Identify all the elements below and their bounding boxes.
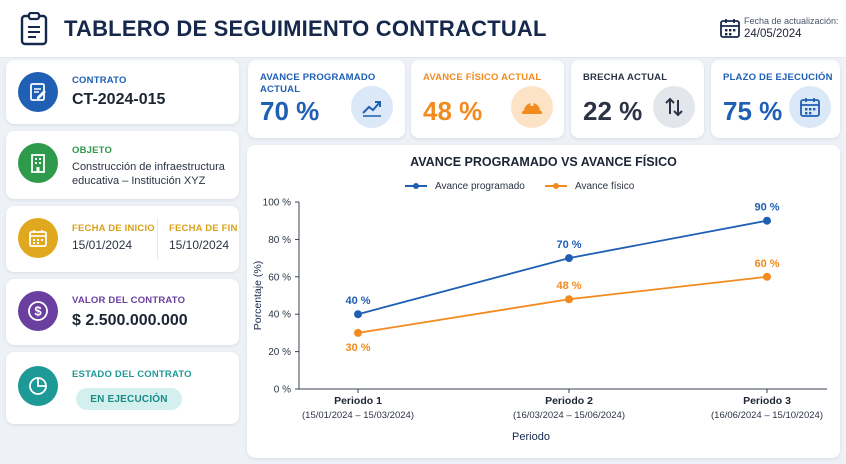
x-axis-label: Periodo bbox=[512, 431, 550, 443]
kpi-label-line-1: AVANCE PROGRAMADO bbox=[260, 72, 376, 83]
value-card: $ VALOR DEL CONTRATO $ 2.500.000.000 bbox=[6, 279, 239, 345]
y-tick-label: 40 % bbox=[268, 310, 291, 321]
x-tick-sublabel: (15/01/2024 – 15/03/2024) bbox=[302, 410, 414, 421]
status-card: ESTADO DEL CONTRATO EN EJECUCIÓN bbox=[6, 352, 239, 424]
kpi-value: 22 % bbox=[583, 96, 643, 126]
data-label: 40 % bbox=[345, 295, 370, 307]
kpi-card-term: PLAZO DE EJECUCIÓN 75 % bbox=[711, 60, 840, 138]
kpi-label: AVANCE PROGRAMADO ACTUAL bbox=[260, 72, 375, 96]
y-tick-label: 80 % bbox=[268, 235, 291, 246]
dates-icon-circle bbox=[18, 218, 58, 258]
legend-physical: Avance físico bbox=[545, 179, 634, 193]
object-line-1: Construcción de infraestructura bbox=[72, 161, 225, 173]
kpi-icon-circle bbox=[789, 86, 831, 128]
object-label: OBJETO bbox=[72, 145, 113, 156]
value-label: VALOR DEL CONTRATO bbox=[72, 295, 186, 306]
header: TABLERO DE SEGUIMIENTO CONTRACTUAL Fecha… bbox=[0, 0, 846, 58]
legend-programmed: Avance programado bbox=[405, 179, 525, 193]
kpi-icon-circle bbox=[653, 86, 695, 128]
kpi-card-gap: BRECHA ACTUAL 22 % bbox=[571, 60, 704, 138]
kpi-icon-circle bbox=[511, 86, 553, 128]
contract-value: CT-2024-015 bbox=[72, 91, 166, 108]
x-tick-sublabel: (16/06/2024 – 15/10/2024) bbox=[711, 410, 823, 421]
chart-title: AVANCE PROGRAMADO VS AVANCE FÍSICO bbox=[410, 155, 677, 169]
contract-label: CONTRATO bbox=[72, 75, 127, 86]
calendar-icon bbox=[720, 19, 740, 38]
kpi-card-programmed: AVANCE PROGRAMADO ACTUAL 70 % bbox=[248, 60, 405, 138]
hard-hat-icon bbox=[522, 101, 542, 114]
value-icon-circle: $ bbox=[18, 291, 58, 331]
end-date-label: FECHA DE FIN bbox=[169, 223, 238, 234]
data-label: 48 % bbox=[556, 280, 581, 292]
calendar-icon bbox=[800, 98, 820, 117]
kpi-card-physical: AVANCE FÍSICO ACTUAL 48 % bbox=[411, 60, 564, 138]
y-axis-label: Porcentaje (%) bbox=[252, 261, 264, 330]
data-label: 90 % bbox=[754, 202, 779, 214]
y-tick-label: 60 % bbox=[268, 272, 291, 283]
y-tick-label: 100 % bbox=[263, 198, 291, 209]
dates-divider bbox=[157, 218, 158, 260]
trend-up-icon bbox=[362, 101, 381, 117]
kpi-label: BRECHA ACTUAL bbox=[583, 72, 668, 83]
data-point bbox=[354, 310, 362, 319]
status-label: ESTADO DEL CONTRATO bbox=[72, 369, 192, 380]
data-label: 60 % bbox=[754, 258, 779, 270]
legend-swatch-physical bbox=[545, 183, 567, 189]
pie-chart-icon bbox=[29, 377, 47, 395]
legend-label-programmed: Avance programado bbox=[435, 180, 525, 192]
data-label: 70 % bbox=[556, 239, 581, 251]
object-card: OBJETO Construcción de infraestructura e… bbox=[6, 131, 239, 199]
swap-vertical-icon bbox=[665, 97, 683, 117]
status-icon-circle bbox=[18, 366, 58, 406]
start-date-value: 15/01/2024 bbox=[72, 238, 133, 252]
status-badge: EN EJECUCIÓN bbox=[76, 388, 182, 410]
dollar-icon: $ bbox=[28, 301, 48, 321]
page-title: TABLERO DE SEGUIMIENTO CONTRACTUAL bbox=[64, 16, 547, 41]
kpi-label: AVANCE FÍSICO ACTUAL bbox=[423, 72, 542, 83]
contract-icon-circle bbox=[18, 72, 58, 112]
data-point bbox=[565, 295, 573, 304]
start-date-label: FECHA DE INICIO bbox=[72, 223, 155, 234]
contract-amount: $ 2.500.000.000 bbox=[72, 312, 188, 329]
x-tick-label: Periodo 2 bbox=[545, 395, 593, 407]
data-point bbox=[354, 328, 362, 337]
kpi-value: 48 % bbox=[423, 96, 483, 126]
data-point bbox=[763, 272, 771, 281]
document-edit-icon bbox=[30, 83, 46, 101]
data-label: 30 % bbox=[345, 342, 370, 354]
data-point bbox=[763, 216, 771, 225]
clipboard-icon bbox=[20, 12, 48, 46]
contract-card: CONTRATO CT-2024-015 bbox=[6, 60, 239, 124]
calendar-icon bbox=[29, 230, 47, 247]
dates-card: FECHA DE INICIO 15/01/2024 FECHA DE FIN … bbox=[6, 206, 239, 272]
data-point bbox=[565, 254, 573, 263]
update-date: 24/05/2024 bbox=[744, 28, 802, 40]
kpi-icon-circle bbox=[351, 86, 393, 128]
object-line-2: educativa – Institución XYZ bbox=[72, 175, 206, 187]
legend-label-physical: Avance físico bbox=[575, 180, 635, 192]
chart-card: AVANCE PROGRAMADO VS AVANCE FÍSICO Avanc… bbox=[247, 145, 840, 458]
legend-swatch-programmed bbox=[405, 183, 427, 189]
update-label: Fecha de actualización: bbox=[744, 16, 839, 26]
kpi-label: PLAZO DE EJECUCIÓN bbox=[723, 72, 833, 83]
x-tick-sublabel: (16/03/2024 – 15/06/2024) bbox=[513, 410, 625, 421]
svg-text:$: $ bbox=[34, 304, 42, 319]
building-icon bbox=[31, 154, 45, 173]
end-date-value: 15/10/2024 bbox=[169, 238, 230, 252]
line-chart: 0 % 20 % 40 % 60 % 80 % 100 % Porcentaje (%) Pe… bbox=[252, 198, 827, 443]
x-tick-label: Periodo 3 bbox=[743, 395, 791, 407]
kpi-label-line-2: ACTUAL bbox=[260, 84, 301, 95]
y-tick-label: 0 % bbox=[274, 385, 291, 396]
x-tick-label: Periodo 1 bbox=[334, 395, 382, 407]
object-icon-circle bbox=[18, 143, 58, 183]
kpi-value: 70 % bbox=[260, 96, 320, 126]
y-tick-label: 20 % bbox=[268, 347, 291, 358]
kpi-value: 75 % bbox=[723, 96, 783, 126]
